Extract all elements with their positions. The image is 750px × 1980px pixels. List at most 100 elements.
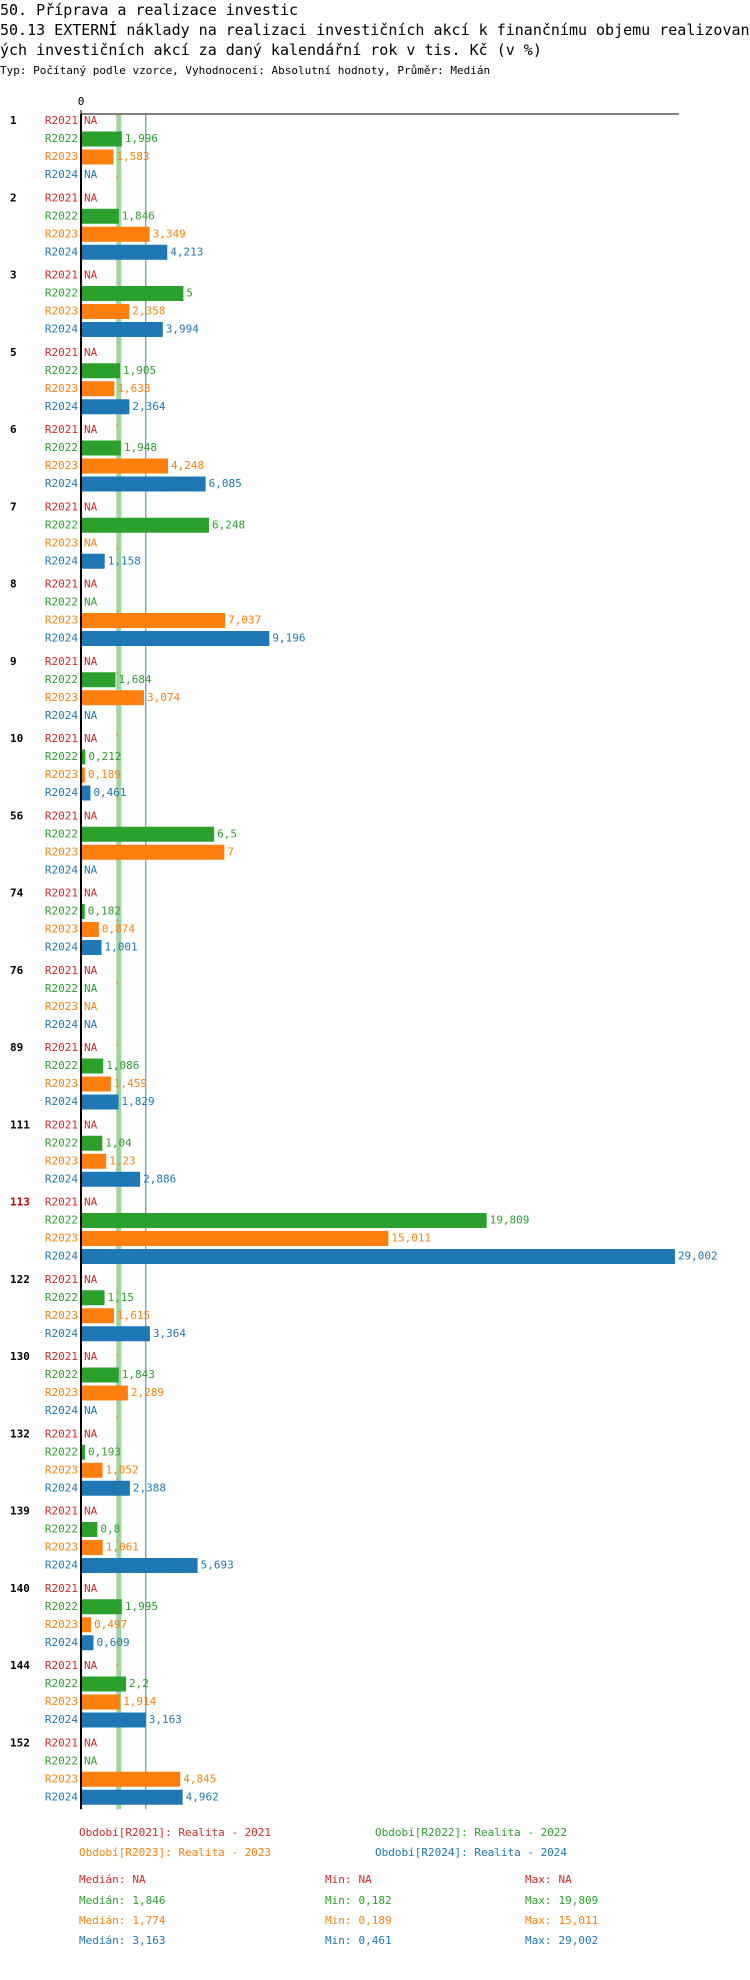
- category-label: 140: [10, 1582, 30, 1595]
- stat-value: 15,011: [559, 1914, 599, 1927]
- bar: [81, 304, 130, 319]
- series-code: R2021: [45, 269, 78, 282]
- value-label: 9,196: [272, 632, 305, 645]
- bar: [81, 553, 105, 569]
- value-label: 6,085: [209, 477, 242, 490]
- bar: [81, 458, 168, 474]
- series-code: R2022: [45, 1136, 78, 1149]
- category-label: 113: [10, 1196, 30, 1209]
- value-label: 6,248: [212, 518, 245, 531]
- series-code: R2024: [45, 245, 78, 258]
- category-label: 152: [10, 1736, 30, 1749]
- value-label: 0,497: [94, 1618, 127, 1631]
- value-label: 1,459: [114, 1077, 147, 1090]
- series-code: R2024: [45, 709, 78, 722]
- category-label: 122: [10, 1273, 30, 1286]
- series-code: R2022: [45, 673, 78, 686]
- stat-label: Min:: [325, 1894, 352, 1907]
- value-label: 3,349: [153, 227, 186, 240]
- category-label: 1: [10, 114, 17, 127]
- value-label: 0,212: [88, 750, 121, 763]
- value-label: 0,193: [88, 1445, 121, 1458]
- bar: [81, 940, 102, 955]
- value-label: 1,843: [122, 1368, 155, 1381]
- series-code: R2022: [45, 287, 78, 300]
- na-label: NA: [84, 1041, 98, 1054]
- series-code: R2022: [45, 596, 78, 609]
- series-code: R2022: [45, 905, 78, 918]
- na-label: NA: [84, 964, 98, 977]
- na-label: NA: [84, 536, 98, 549]
- value-label: 1,086: [106, 1059, 139, 1072]
- category-label: 130: [10, 1350, 30, 1363]
- stat-value: NA: [132, 1873, 146, 1886]
- bar: [81, 1635, 94, 1651]
- bar: [81, 1308, 115, 1324]
- series-code: R2021: [45, 1118, 78, 1131]
- stat-min: Min: 0,189: [325, 1914, 392, 1927]
- category-label: 111: [10, 1118, 30, 1131]
- stat-label: Max:: [525, 1914, 552, 1927]
- value-label: 1,23: [109, 1154, 136, 1167]
- na-label: NA: [84, 1273, 98, 1286]
- bar: [81, 131, 122, 147]
- series-code: R2024: [45, 1327, 78, 1340]
- series-code: R2021: [45, 1273, 78, 1286]
- value-label: 2,289: [131, 1386, 164, 1399]
- series-code: R2021: [45, 191, 78, 204]
- value-label: 0,182: [88, 905, 121, 918]
- na-label: NA: [84, 1427, 98, 1440]
- value-label: 2,886: [143, 1172, 176, 1185]
- value-label: 2,388: [133, 1481, 166, 1494]
- stat-value: 1,846: [132, 1894, 165, 1907]
- stat-label: Min:: [325, 1934, 352, 1947]
- category-label: 74: [10, 887, 24, 900]
- value-label: 5: [186, 287, 193, 300]
- bar: [81, 1558, 198, 1573]
- bar: [81, 785, 91, 801]
- value-label: 1,914: [123, 1695, 156, 1708]
- series-code: R2021: [45, 346, 78, 359]
- bar: [81, 904, 85, 919]
- bar: [81, 476, 206, 492]
- bar: [81, 1171, 141, 1187]
- series-code: R2021: [45, 1196, 78, 1209]
- na-label: NA: [84, 1754, 98, 1767]
- series-code: R2023: [45, 1541, 78, 1554]
- bar: [81, 244, 168, 260]
- series-code: R2023: [45, 1154, 78, 1167]
- series-code: R2023: [45, 536, 78, 549]
- bar: [81, 1249, 675, 1264]
- na-label: NA: [84, 732, 98, 745]
- stat-label: Min:: [325, 1873, 352, 1886]
- na-label: NA: [84, 1196, 98, 1209]
- series-code: R2022: [45, 1600, 78, 1613]
- bar: [81, 1599, 122, 1615]
- value-label: 4,962: [186, 1790, 219, 1803]
- bar: [81, 1676, 127, 1692]
- bar: [81, 1617, 92, 1633]
- series-code: R2024: [45, 323, 78, 336]
- na-label: NA: [84, 114, 98, 127]
- na-label: NA: [84, 655, 98, 668]
- series-code: R2022: [45, 441, 78, 454]
- category-label: 2: [10, 191, 17, 204]
- bar: [81, 1326, 150, 1342]
- series-code: R2024: [45, 941, 78, 954]
- bar: [81, 226, 150, 242]
- note: Typ: Počítaný podle vzorce, Vyhodnocení:…: [0, 64, 491, 77]
- na-label: NA: [84, 709, 98, 722]
- stat-label: Min:: [325, 1914, 352, 1927]
- category-label: 144: [10, 1659, 30, 1672]
- bar: [81, 1522, 98, 1537]
- bar: [81, 826, 215, 842]
- series-code: R2023: [45, 768, 78, 781]
- category-label: 10: [10, 732, 23, 745]
- na-label: NA: [84, 1736, 98, 1749]
- category-label: 56: [10, 809, 24, 822]
- value-label: 0,609: [96, 1636, 129, 1649]
- series-code: R2024: [45, 786, 78, 799]
- value-label: 1,001: [104, 941, 137, 954]
- value-label: 4,213: [170, 245, 203, 258]
- bar: [81, 517, 209, 533]
